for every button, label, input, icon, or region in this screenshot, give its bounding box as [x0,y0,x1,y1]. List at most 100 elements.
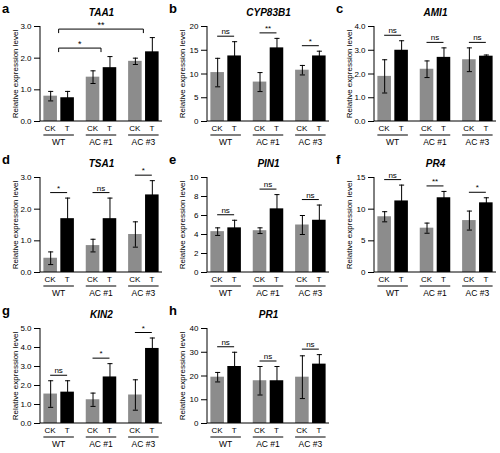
svg-text:T: T [316,124,321,133]
svg-text:ns: ns [54,366,62,375]
svg-text:AC #3: AC #3 [132,439,156,449]
svg-text:T: T [274,275,279,284]
svg-text:CK: CK [296,275,308,284]
svg-text:5: 5 [194,93,199,102]
svg-text:Relative expression level: Relative expression level [178,181,187,270]
svg-text:*: * [57,184,60,193]
svg-text:Relative expression level: Relative expression level [345,181,354,270]
svg-text:30: 30 [190,348,199,357]
svg-text:WT: WT [386,288,399,298]
svg-text:2.0: 2.0 [354,70,366,79]
svg-text:5.0: 5.0 [20,324,32,333]
svg-text:*: * [78,39,82,49]
svg-text:Relative expression level: Relative expression level [11,181,20,270]
svg-text:CK: CK [254,275,266,284]
svg-text:Relative expression level: Relative expression level [178,30,187,119]
svg-text:AC #3: AC #3 [299,288,323,298]
svg-text:CK: CK [212,275,224,284]
svg-text:CK: CK [87,426,99,435]
svg-text:1.0: 1.0 [20,236,32,245]
svg-text:*: * [142,324,145,333]
svg-text:1.0: 1.0 [354,93,366,102]
svg-text:3.0: 3.0 [20,22,32,31]
svg-text:CK: CK [45,124,57,133]
svg-text:T: T [441,275,446,284]
svg-text:T: T [274,426,279,435]
svg-text:T: T [232,124,237,133]
svg-text:T: T [65,275,70,284]
svg-text:T: T [107,124,112,133]
svg-text:3.0: 3.0 [354,46,366,55]
svg-text:CK: CK [379,275,391,284]
svg-text:*: * [142,166,145,175]
svg-text:AC #1: AC #1 [423,288,447,298]
svg-text:AC #1: AC #1 [89,137,113,147]
svg-text:ns: ns [221,338,229,347]
svg-text:CK: CK [296,124,308,133]
svg-text:20: 20 [190,22,199,31]
svg-text:WT: WT [52,439,65,449]
svg-text:KIN2: KIN2 [90,309,113,320]
svg-text:AC #3: AC #3 [132,137,156,147]
svg-text:T: T [107,275,112,284]
svg-text:0: 0 [194,419,199,428]
svg-text:PR1: PR1 [259,309,279,320]
svg-text:8: 8 [194,192,199,201]
svg-text:5: 5 [361,236,366,245]
svg-text:TSA1: TSA1 [89,158,115,169]
svg-text:AC #1: AC #1 [423,137,447,147]
svg-text:3.0: 3.0 [20,362,32,371]
svg-text:AC #1: AC #1 [256,137,280,147]
svg-text:CK: CK [129,124,141,133]
svg-text:4: 4 [194,230,199,239]
svg-text:15: 15 [190,46,199,55]
svg-text:20: 20 [190,372,199,381]
svg-text:6: 6 [194,211,199,220]
svg-text:**: ** [97,20,105,30]
svg-text:T: T [483,275,488,284]
svg-text:10: 10 [357,205,366,214]
svg-text:2.0: 2.0 [20,381,32,390]
svg-text:WT: WT [386,137,399,147]
svg-text:WT: WT [52,288,65,298]
svg-text:1.0: 1.0 [20,85,32,94]
svg-text:0.0: 0.0 [354,117,366,126]
svg-text:CK: CK [463,275,475,284]
svg-text:ns: ns [264,180,272,189]
svg-text:**: ** [265,24,271,33]
svg-text:ns: ns [306,340,314,349]
svg-text:3.0: 3.0 [20,173,32,182]
svg-text:CK: CK [254,426,266,435]
svg-text:10: 10 [190,70,199,79]
svg-text:T: T [65,426,70,435]
svg-text:T: T [399,124,404,133]
svg-text:Relative expression level: Relative expression level [11,30,20,119]
svg-text:40: 40 [190,324,199,333]
svg-text:ns: ns [97,184,105,193]
svg-text:CK: CK [379,124,391,133]
svg-text:15: 15 [357,173,366,182]
svg-text:AC #3: AC #3 [299,137,323,147]
svg-text:ns: ns [221,27,229,36]
svg-text:WT: WT [219,288,232,298]
svg-text:T: T [232,275,237,284]
svg-text:Relative expression level: Relative expression level [178,332,187,421]
svg-text:T: T [65,124,70,133]
svg-text:CK: CK [296,426,308,435]
svg-text:ns: ns [306,191,314,200]
svg-text:CK: CK [45,275,57,284]
svg-text:ns: ns [264,352,272,361]
svg-text:CYP83B1: CYP83B1 [246,7,291,18]
svg-text:T: T [316,426,321,435]
svg-text:T: T [149,275,154,284]
svg-text:T: T [107,426,112,435]
svg-text:0: 0 [194,268,199,277]
svg-text:AMI1: AMI1 [423,7,448,18]
svg-text:PR4: PR4 [426,158,446,169]
svg-text:T: T [274,124,279,133]
svg-text:T: T [483,124,488,133]
svg-text:WT: WT [52,137,65,147]
svg-text:ns: ns [221,206,229,215]
svg-text:1.0: 1.0 [20,400,32,409]
svg-text:2: 2 [194,249,199,258]
